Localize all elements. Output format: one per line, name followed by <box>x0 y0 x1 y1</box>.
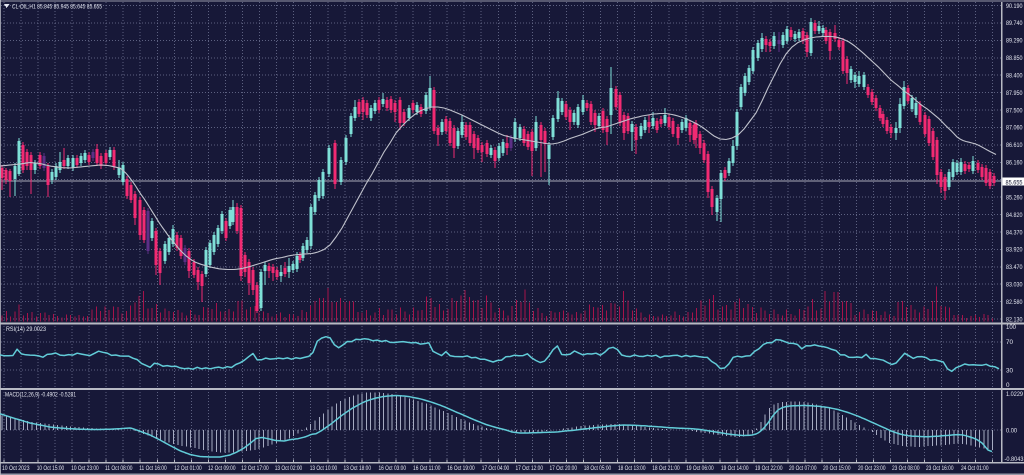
svg-text:19 Oct 06:00: 19 Oct 06:00 <box>686 465 714 472</box>
svg-text:11 Oct 16:00: 11 Oct 16:00 <box>139 465 167 472</box>
svg-text:83.920: 83.920 <box>1006 247 1023 254</box>
svg-text:12 Oct 17:00: 12 Oct 17:00 <box>241 465 269 472</box>
svg-text:23 Oct 08:00: 23 Oct 08:00 <box>892 465 920 472</box>
svg-text:11 Oct 08:00: 11 Oct 08:00 <box>105 465 133 472</box>
svg-text:89.290: 89.290 <box>1006 38 1023 45</box>
svg-text:30: 30 <box>1006 367 1013 374</box>
svg-text:MACD(12,26,9) -0.4902 -0.5281: MACD(12,26,9) -0.4902 -0.5281 <box>5 392 76 399</box>
svg-text:17 Oct 04:00: 17 Oct 04:00 <box>482 465 510 472</box>
svg-text:RSI(14) 29.0023: RSI(14) 29.0023 <box>6 326 46 333</box>
svg-text:17 Oct 20:00: 17 Oct 20:00 <box>550 465 578 472</box>
svg-text:13 Oct 18:00: 13 Oct 18:00 <box>344 465 372 472</box>
svg-text:82.580: 82.580 <box>1006 299 1023 306</box>
svg-text:20 Oct 15:00: 20 Oct 15:00 <box>823 465 851 472</box>
svg-text:87.500: 87.500 <box>1006 107 1023 114</box>
svg-text:85.260: 85.260 <box>1006 194 1023 201</box>
svg-text:18 Oct 21:00: 18 Oct 21:00 <box>652 465 680 472</box>
svg-text:84.370: 84.370 <box>1006 229 1023 236</box>
svg-text:19 Oct 22:00: 19 Oct 22:00 <box>755 465 783 472</box>
svg-text:88.850: 88.850 <box>1006 55 1023 62</box>
svg-text:90.190: 90.190 <box>1006 3 1023 10</box>
svg-text:85.655: 85.655 <box>1006 179 1023 186</box>
svg-text:16 Oct 03:00: 16 Oct 03:00 <box>379 465 407 472</box>
svg-text:13 Oct 02:00: 13 Oct 02:00 <box>275 465 303 472</box>
svg-text:1.0229: 1.0229 <box>1006 391 1023 398</box>
svg-text:19 Oct 14:00: 19 Oct 14:00 <box>721 465 749 472</box>
svg-text:10 Oct 23:00: 10 Oct 23:00 <box>71 465 99 472</box>
svg-text:86.610: 86.610 <box>1006 142 1023 149</box>
svg-text:18 Oct 13:00: 18 Oct 13:00 <box>618 465 646 472</box>
svg-text:17 Oct 12:00: 17 Oct 12:00 <box>516 465 544 472</box>
svg-text:100: 100 <box>1006 324 1016 331</box>
svg-text:16 Oct 19:00: 16 Oct 19:00 <box>447 465 475 472</box>
svg-text:-0.8043: -0.8043 <box>1005 456 1024 463</box>
svg-text:87.060: 87.060 <box>1006 125 1023 132</box>
svg-text:23 Oct 16:00: 23 Oct 16:00 <box>926 465 954 472</box>
svg-text:12 Oct 01:00: 12 Oct 01:00 <box>174 465 202 472</box>
svg-text:13 Oct 10:00: 13 Oct 10:00 <box>310 465 338 472</box>
svg-text:83.030: 83.030 <box>1006 282 1023 289</box>
svg-text:24 Oct 01:00: 24 Oct 01:00 <box>961 465 989 472</box>
svg-text:10 Oct 15:00: 10 Oct 15:00 <box>37 465 65 472</box>
svg-text:70: 70 <box>1006 339 1013 346</box>
svg-text:87.950: 87.950 <box>1006 90 1023 97</box>
svg-text:83.470: 83.470 <box>1006 264 1023 271</box>
svg-text:82.130: 82.130 <box>1006 316 1023 323</box>
svg-text:CL-OIL,H1 85.845 85.945 85.645: CL-OIL,H1 85.845 85.945 85.645 85.655 <box>12 4 102 11</box>
svg-text:16 Oct 11:00: 16 Oct 11:00 <box>413 465 441 472</box>
svg-text:12 Oct 09:00: 12 Oct 09:00 <box>208 465 236 472</box>
svg-text:86.160: 86.160 <box>1006 160 1023 167</box>
svg-text:0.00: 0.00 <box>1006 427 1017 434</box>
svg-text:18 Oct 05:00: 18 Oct 05:00 <box>584 465 612 472</box>
svg-text:10 Oct 2023: 10 Oct 2023 <box>2 465 30 472</box>
svg-text:20 Oct 07:00: 20 Oct 07:00 <box>789 465 817 472</box>
svg-text:88.400: 88.400 <box>1006 73 1023 80</box>
svg-text:0: 0 <box>1006 382 1010 389</box>
svg-text:84.820: 84.820 <box>1006 212 1023 219</box>
svg-text:89.740: 89.740 <box>1006 20 1023 27</box>
svg-text:20 Oct 23:00: 20 Oct 23:00 <box>858 465 886 472</box>
